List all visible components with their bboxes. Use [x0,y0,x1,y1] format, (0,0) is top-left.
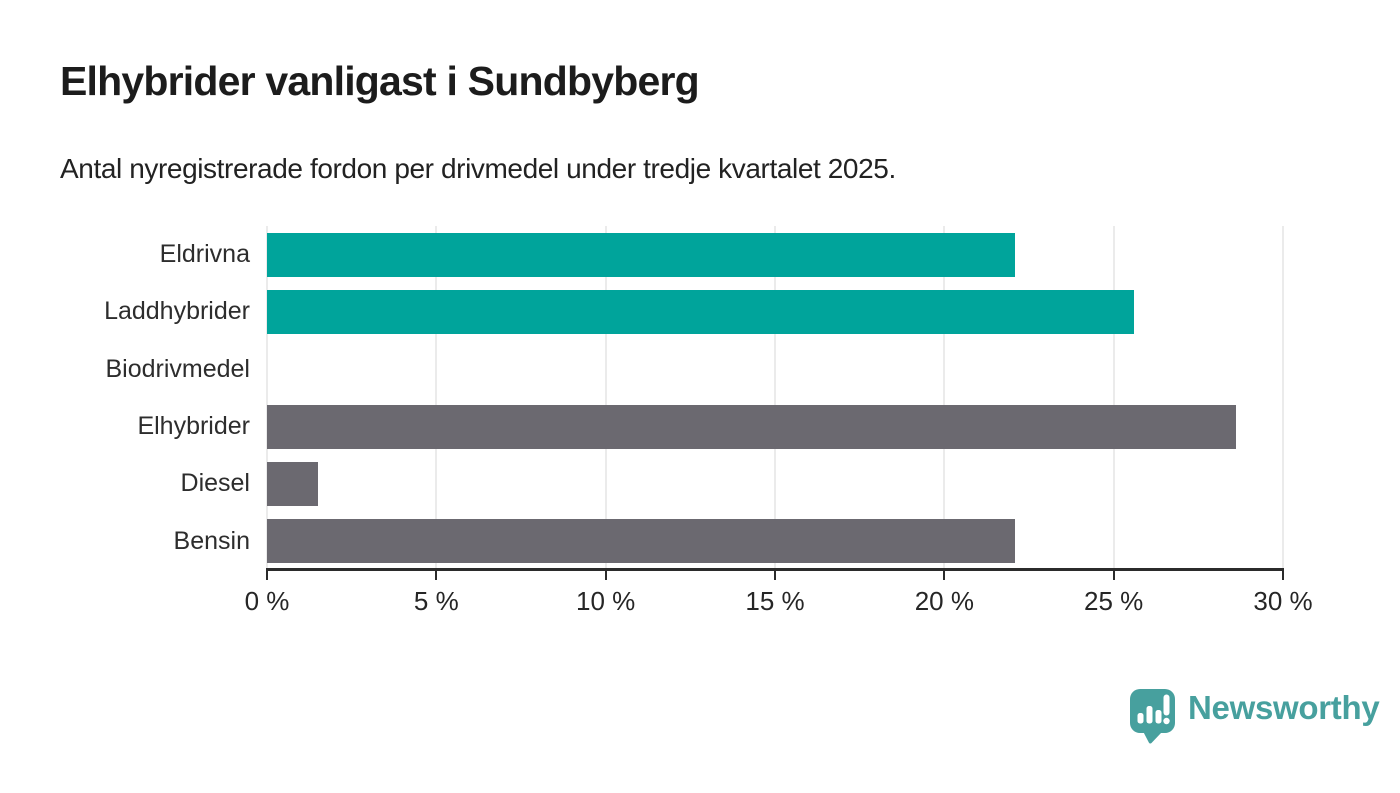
y-axis-labels: Eldrivna Laddhybrider Biodrivmedel Elhybrid… [40,226,250,570]
chart-subtitle: Antal nyregistrerade fordon per drivmede… [60,153,896,184]
x-axis-tick-label: 25 % [1084,586,1144,616]
y-axis-label: Eldrivna [159,240,250,269]
x-axis-tick [604,571,607,580]
gridline [266,226,268,570]
y-axis-label: Elhybrider [137,412,250,441]
x-axis-tick [774,571,776,580]
brand-name: Newsworthy [1188,689,1380,726]
x-axis-tick [1112,571,1115,580]
gridline [435,226,438,570]
page-title: Elhybrider vanligast i Sundbyberg [60,58,700,104]
x-axis-tick-label: 0 % [244,586,290,616]
y-axis-label: Bensin [173,526,250,555]
y-axis-label: Diesel [180,469,250,498]
x-axis-tick-label: 15 % [745,586,805,616]
x-axis-line [266,568,1284,571]
bar-laddhybrider [267,290,1134,334]
x-axis-tick-label: 10 % [576,586,636,616]
bar-eldrivna [267,232,1016,277]
x-axis-tick [1282,571,1284,580]
gridline [774,226,776,570]
x-axis-tick-label: 20 % [914,586,974,616]
bar-diesel [267,462,318,506]
gridline [604,226,607,570]
gridline [1112,226,1115,570]
x-axis-tick-label: 5 % [413,586,459,616]
x-axis-tick [943,571,946,580]
x-axis-tick [266,571,268,580]
plot-area [266,226,1284,570]
x-axis-ticks [266,571,1284,581]
y-axis-label: Laddhybrider [104,297,250,326]
y-axis-label: Biodrivmedel [105,354,250,383]
x-axis-tick [435,571,438,580]
gridline [943,226,946,570]
bar-bensin [267,519,1016,564]
x-axis-tick-labels: 0 % 5 % 10 % 15 % 20 % 25 % 30 % [245,586,1313,620]
x-axis-tick-label: 30 % [1253,586,1313,616]
brand-logo-link[interactable]: Newsworthy [1128,688,1380,749]
bar-elhybrider [267,404,1236,449]
gridline [1282,226,1284,570]
newsworthy-chart-speech-bubble-icon [1128,688,1176,749]
